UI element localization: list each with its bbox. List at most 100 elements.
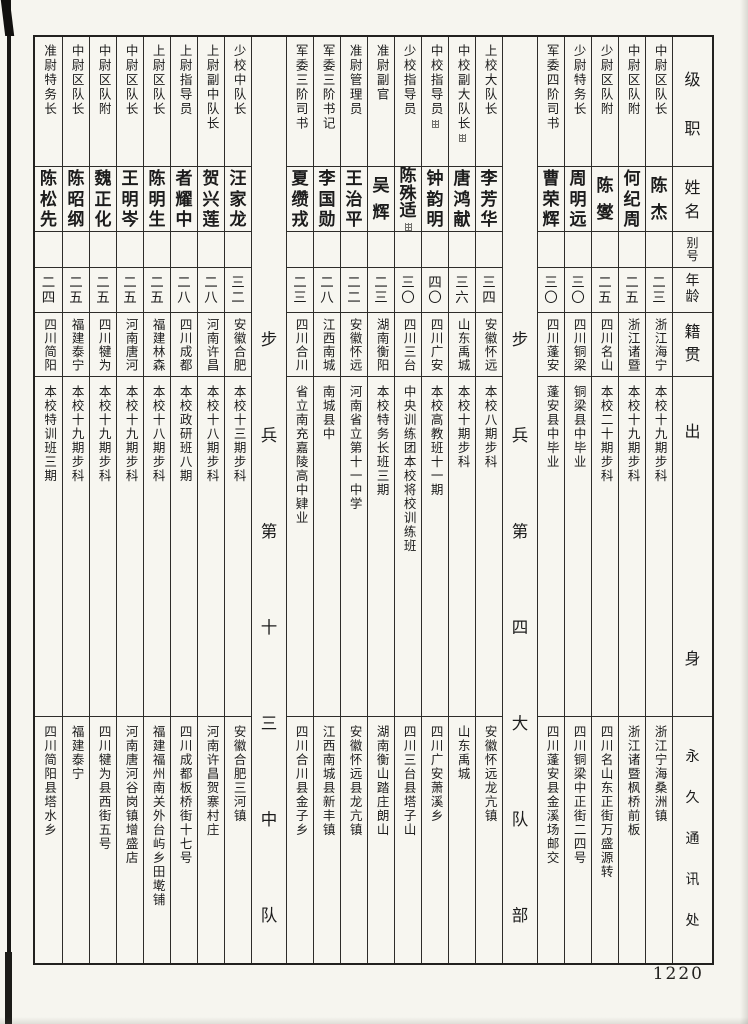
name-char: 明 [148,189,166,209]
header-rank-label: 级职 [673,37,712,167]
native-place-cell: 福建林森 [144,313,170,377]
name-char: 远 [569,209,587,229]
name-char: 贺 [202,169,220,189]
name-char: 李 [318,169,336,189]
rank-cell: 上校大队长 [476,37,502,167]
age-cell: 四〇 [422,268,448,313]
rank-text: 准尉副官 [374,44,389,102]
address-text: 福建福州南关外台屿乡田墘铺 [150,725,165,907]
person-column: 上尉副中队长贺兴莲二八河南许昌 本校十八期步科 河南许昌贺寨村庄 [197,37,224,963]
native-place-text: 四川广安 [428,318,443,372]
section-title-char: 中 [260,810,278,830]
annotation-mark [404,222,412,231]
age-cell: 二五 [63,268,89,313]
page-number: 1220 [652,964,704,984]
person-column: 少尉特务长周明远三〇四川铜梁 铜梁县中毕业 四川铜梁中正街二四号 [564,37,591,963]
section-title-char: 队 [260,906,278,926]
age-char: 二 [347,290,361,305]
age-cell: 二八 [198,268,224,313]
native-place-cell: 四川合川 [287,313,313,377]
rank-cell: 中校副大队长 [449,37,475,167]
origin-text: 本校十九期步科 [625,385,640,483]
rank-text: 中尉区队附 [625,44,640,117]
name-cell: 魏正化 [90,167,116,232]
header-char: 久 [685,791,700,806]
person-column: 中尉区队附魏正化二五四川犍为 本校十九期步科 四川犍为县西街五号 [89,37,116,963]
name-char: 周 [623,209,641,229]
person-column: 少校指导员陈殊适三〇四川三台 中央训练团本校将校训练班 四川三台县塔子山 [394,37,421,963]
age-char: 五 [96,290,110,305]
age-char: 五 [123,290,137,305]
name-cell: 陈昭纲 [63,167,89,232]
native-place-cell: 安徽怀远 [476,313,502,377]
origin-cell: 本校十九期步科 [619,377,645,717]
alias-cell [198,232,224,268]
address-cell: 四川成都板桥街十七号 [171,717,197,963]
alias-cell [422,232,448,268]
origin-text: 本校政研班八期 [177,385,192,483]
name-char: 者 [175,169,193,189]
address-text: 山东禹城 [455,725,470,781]
rank-text: 少尉特务长 [571,44,586,117]
rank-cell: 中尉区队附 [619,37,645,167]
address-text: 河南唐河谷岗镇增盛店 [123,725,138,865]
person-column: 中校副大队长唐鸿献三六山东禹城 本校十期步科 山东禹城 [448,37,475,963]
address-cell: 四川合川县金子乡 [287,717,313,963]
native-place-text: 浙江诸暨 [625,318,640,372]
section-title-char: 兵 [511,426,529,446]
name-char: 平 [345,209,363,229]
rank-cell: 少校中队长 [225,37,251,167]
rank-cell: 少尉区队附 [592,37,618,167]
name-char: 陈 [67,169,85,189]
section-title-char: 兵 [260,426,278,446]
name-char: 先 [40,209,57,229]
rank-text: 军委三阶书记 [320,44,335,131]
origin-cell: 省立南充嘉陵高中肄业 [287,377,313,717]
native-place-text: 河南唐河 [123,318,138,372]
roster-table: 级职 姓名 别号 年龄 籍贯 出身 永久通讯处 中尉区队长陈杰二三浙江海宁 本校十… [33,35,714,965]
origin-text: 本校二十期步科 [598,385,613,483]
native-place-text: 四川铜梁 [571,318,586,372]
native-place-text: 江西南城 [320,318,335,372]
address-text: 四川合川县金子乡 [293,725,308,837]
age-char: 三 [571,274,585,290]
origin-cell: 本校十八期步科 [144,377,170,717]
name-cell: 夏缵戎 [287,167,313,232]
native-place-text: 四川三台 [401,318,416,372]
native-place-cell: 江西南城 [314,313,340,377]
age-char: 二 [177,274,191,290]
name-char: 王 [345,169,363,189]
age-char: 三 [374,290,388,305]
native-place-text: 四川蓬安 [544,318,559,372]
person-column: 中尉区队长陈昭纲二五福建泰宁 本校十九期步科 福建泰宁 [62,37,89,963]
name-cell: 何纪周 [619,167,645,232]
header-char: 通 [685,832,700,847]
alias-cell [63,232,89,268]
person-column: 中校指导员钟韵明四〇四川广安 本校高教班十一期 四川广安萧溪乡 [421,37,448,963]
header-char: 职 [684,121,701,138]
name-char: 何 [623,169,641,189]
native-place-cell: 浙江诸暨 [619,313,645,377]
name-char: 缵 [291,189,309,209]
header-char: 龄 [685,290,700,305]
origin-cell: 本校十九期步科 [63,377,89,717]
name-char: 王 [121,169,139,189]
alias-cell [538,232,564,268]
origin-cell: 本校十三期步科 [225,377,251,717]
person-column: 准尉副官吴辉二三湖南衡阳 本校特务长班三期 湖南衡山踏庄朗山 [367,37,394,963]
name-char: 治 [345,189,363,209]
name-char: 辉 [542,209,560,229]
native-place-cell: 河南许昌 [198,313,224,377]
name-char: 正 [94,189,112,209]
header-char: 别 [686,236,699,250]
address-text: 安徽怀远县龙亢镇 [347,725,362,837]
age-cell: 三〇 [395,268,421,313]
section-column: 步兵第四大队部 [502,37,537,963]
native-place-text: 浙江海宁 [652,318,667,372]
origin-text: 本校十八期步科 [150,385,165,483]
rank-cell: 中校指导员 [422,37,448,167]
age-char: 五 [625,290,639,305]
alias-cell [368,232,394,268]
origin-text: 本校高教班十一期 [428,385,443,497]
name-char: 明 [569,189,587,209]
